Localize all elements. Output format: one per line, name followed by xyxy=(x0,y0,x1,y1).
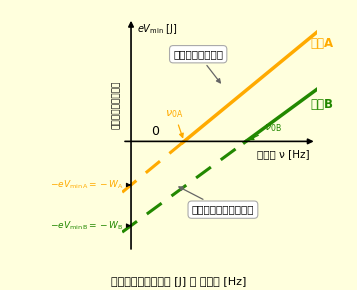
Text: $-eV_{\min\,\mathrm{A}}=-W_{\mathrm{A}}$: $-eV_{\min\,\mathrm{A}}=-W_{\mathrm{A}}$ xyxy=(50,179,130,191)
Text: 最大運動エネルギー: 最大運動エネルギー xyxy=(111,81,121,129)
Text: 金属A: 金属A xyxy=(311,37,334,50)
Text: 光電効果が起こる: 光電効果が起こる xyxy=(173,49,223,83)
Text: $\nu_{0\mathrm{A}}$: $\nu_{0\mathrm{A}}$ xyxy=(165,108,184,137)
Text: $\nu_{0\mathrm{B}}$: $\nu_{0\mathrm{B}}$ xyxy=(250,122,281,139)
Text: 最大運動エネルギー [J] と 振動数 [Hz]: 最大運動エネルギー [J] と 振動数 [Hz] xyxy=(111,277,246,287)
Text: 金属B: 金属B xyxy=(311,98,334,111)
Text: $-eV_{\min\,\mathrm{B}}=-W_{\mathrm{B}}$: $-eV_{\min\,\mathrm{B}}=-W_{\mathrm{B}}$ xyxy=(50,220,130,232)
Text: 振動数 ν [Hz]: 振動数 ν [Hz] xyxy=(257,149,310,160)
Text: 光電効果は起こらない: 光電効果は起こらない xyxy=(179,187,254,215)
Text: 0: 0 xyxy=(151,125,159,138)
Text: $eV_{\min}$ [J]: $eV_{\min}$ [J] xyxy=(137,21,178,36)
